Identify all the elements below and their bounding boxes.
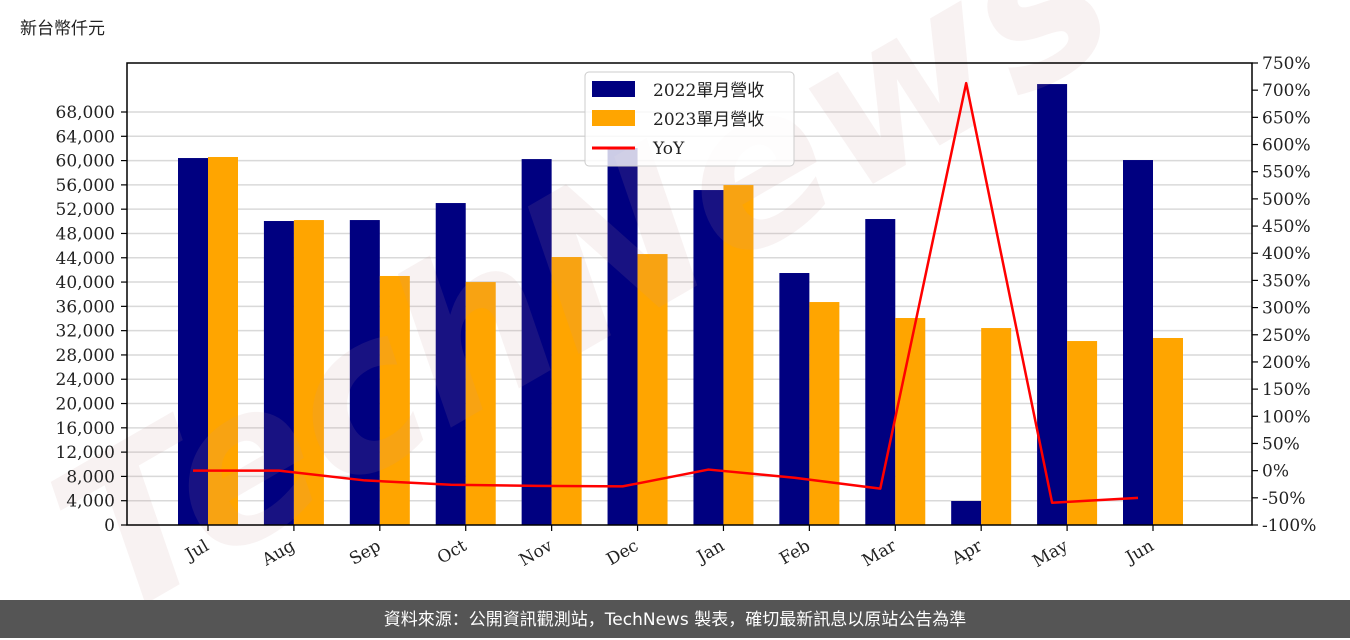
y2-tick-label: 700%: [1262, 81, 1311, 101]
y-tick-label: 20,000: [56, 395, 115, 415]
revenue-chart: TechNews04,0008,00012,00016,00020,00024,…: [16, 0, 1316, 600]
y2-tick-label: 450%: [1262, 217, 1311, 237]
x-tick-label: Apr: [948, 536, 987, 570]
bar-2022: [607, 148, 638, 525]
y2-tick-label: 300%: [1262, 299, 1311, 319]
bar-2023: [809, 302, 840, 525]
y-tick-label: 32,000: [56, 322, 115, 342]
x-tick-label: Feb: [776, 536, 814, 569]
bar-2022: [951, 501, 982, 525]
y-tick-label: 4,000: [66, 492, 115, 512]
bar-2023: [551, 257, 582, 525]
bar-2022: [435, 203, 466, 525]
plot-frame: [126, 62, 1253, 526]
y2-tick-label: -50%: [1262, 489, 1306, 509]
bar-2023: [208, 157, 238, 525]
legend-label-2022: 2022單月營收: [653, 81, 764, 101]
y-tick-label: 24,000: [56, 370, 115, 390]
y2-tick-label: 500%: [1262, 190, 1311, 210]
y2-tick-label: 50%: [1262, 434, 1300, 454]
legend-label-yoy: YoY: [652, 139, 685, 159]
x-tick-label: May: [1029, 536, 1072, 572]
bar-2022: [178, 158, 208, 525]
y-tick-label: 44,000: [56, 249, 115, 269]
legend-swatch-2023: [592, 110, 635, 126]
x-tick-label: Jan: [692, 536, 728, 568]
y2-tick-label: 250%: [1262, 326, 1311, 346]
legend-label-2023: 2023單月營收: [653, 110, 764, 130]
y2-tick-label: 150%: [1262, 380, 1311, 400]
bar-2022: [865, 219, 896, 525]
x-tick-label: Mar: [859, 536, 901, 572]
y-tick-label: 0: [104, 516, 115, 536]
y-tick-label: 36,000: [56, 297, 115, 317]
y-tick-label: 28,000: [56, 346, 115, 366]
bar-2022: [1123, 160, 1153, 525]
x-tick-label: Jun: [1121, 536, 1158, 569]
yoy-line: [193, 81, 1139, 504]
y2-tick-label: 650%: [1262, 108, 1311, 128]
y-axis-unit-label: 新台幣仟元: [20, 19, 105, 39]
y-tick-label: 8,000: [66, 467, 115, 487]
y-tick-label: 60,000: [56, 152, 115, 172]
bar-2023: [1067, 341, 1098, 525]
source-footer: 資料來源：公開資訊觀測站，TechNews 製表，確切最新訊息以原站公告為準: [0, 600, 1350, 638]
y2-tick-label: 0%: [1262, 462, 1289, 482]
y2-tick-label: 400%: [1262, 244, 1311, 264]
bar-2022: [1037, 84, 1068, 525]
y2-tick-label: 200%: [1262, 353, 1311, 373]
y-tick-label: 12,000: [56, 443, 115, 463]
y-tick-label: 48,000: [56, 224, 115, 244]
y2-tick-label: 100%: [1262, 407, 1311, 427]
bar-2022: [521, 159, 552, 525]
bar-2023: [981, 328, 1012, 525]
x-tick-label: Dec: [603, 536, 642, 570]
bar-2022: [263, 221, 294, 526]
bar-2022: [779, 273, 810, 525]
legend-swatch-2022: [592, 81, 635, 97]
bar-2022: [349, 220, 380, 525]
y-tick-label: 68,000: [56, 103, 115, 123]
y2-tick-label: 550%: [1262, 163, 1311, 183]
x-tick-label: Nov: [516, 536, 556, 571]
y-tick-label: 52,000: [56, 200, 115, 220]
legend-box: [584, 71, 795, 167]
y-tick-label: 64,000: [56, 127, 115, 147]
y-tick-label: 16,000: [56, 419, 115, 439]
y-tick-label: 56,000: [56, 176, 115, 196]
y2-tick-label: 600%: [1262, 136, 1311, 156]
y2-tick-label: 750%: [1262, 54, 1311, 74]
bar-2023: [1153, 337, 1183, 525]
y-tick-label: 40,000: [56, 273, 115, 293]
bar-2023: [723, 185, 754, 525]
x-tick-label: Oct: [434, 536, 470, 569]
y2-tick-label: 350%: [1262, 271, 1311, 291]
y2-tick-label: -100%: [1262, 516, 1316, 536]
